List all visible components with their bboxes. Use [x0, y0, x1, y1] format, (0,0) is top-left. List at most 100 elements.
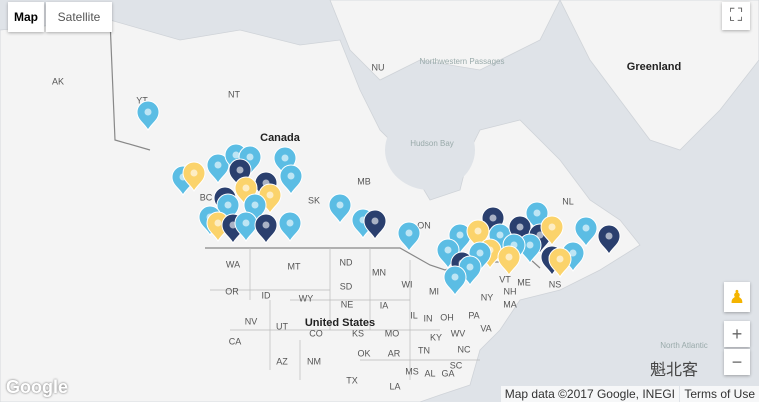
place-label: KY — [430, 332, 442, 342]
marker-dot — [232, 151, 240, 159]
place-label: SK — [308, 195, 320, 205]
marker-pin — [540, 215, 564, 247]
marker-dot — [224, 201, 232, 209]
place-label: YT — [136, 95, 148, 105]
watermark: 魁北客 — [650, 362, 699, 379]
place-label: IA — [380, 300, 389, 310]
marker[interactable] — [328, 193, 352, 225]
marker-dot — [251, 201, 259, 209]
marker[interactable] — [136, 100, 160, 132]
marker-dot — [262, 221, 270, 229]
marker[interactable] — [182, 161, 206, 193]
marker-dot — [286, 219, 294, 227]
place-label: ID — [262, 290, 272, 300]
place-label: AR — [388, 348, 401, 358]
zoom-in[interactable]: + — [724, 321, 750, 347]
map-type-button[interactable]: Map — [8, 2, 44, 32]
place-label: MB — [357, 176, 371, 186]
marker-dot — [451, 273, 459, 281]
place-label: AZ — [276, 356, 288, 366]
pegman[interactable]: ♟ — [724, 282, 750, 312]
marker-dot — [144, 108, 152, 116]
place-label: ON — [417, 220, 431, 230]
marker-pin — [279, 164, 303, 196]
marker-dot — [281, 154, 289, 162]
place-label: United States — [305, 317, 375, 329]
marker[interactable] — [443, 265, 467, 297]
place-label: NU — [372, 62, 385, 72]
place-label: NC — [458, 344, 471, 354]
marker-dot — [266, 191, 274, 199]
marker-pin — [574, 216, 598, 248]
place-label: MS — [405, 366, 419, 376]
marker[interactable] — [540, 215, 564, 247]
marker-dot — [242, 219, 250, 227]
fullscreen-button[interactable]: ⛶ — [722, 2, 750, 30]
place-label: Canada — [260, 132, 301, 144]
place-label: KS — [352, 328, 364, 338]
marker-pin — [234, 211, 258, 243]
marker[interactable] — [234, 211, 258, 243]
land-north-america — [0, 19, 641, 402]
hudson-bay — [385, 110, 475, 190]
place-label: AL — [424, 368, 435, 378]
marker-dot — [605, 232, 613, 240]
marker-pin — [548, 247, 572, 279]
place-label: SC — [450, 360, 463, 370]
place-label: North Atlantic — [660, 341, 708, 350]
marker-dot — [444, 246, 452, 254]
zoom-out[interactable]: − — [724, 349, 750, 375]
marker-dot — [466, 263, 474, 271]
map-type-button[interactable]: Satellite — [46, 2, 112, 32]
marker-pin — [328, 193, 352, 225]
place-label: IN — [424, 313, 433, 323]
marker-pin — [278, 211, 302, 243]
land-greenland — [559, 0, 759, 151]
place-label: CO — [309, 328, 323, 338]
place-label: PA — [468, 310, 479, 320]
place-label: WV — [451, 328, 466, 338]
marker[interactable] — [206, 153, 230, 185]
place-label: MN — [372, 267, 386, 277]
marker[interactable] — [254, 213, 278, 245]
marker-dot — [474, 227, 482, 235]
google-logo: Google — [6, 377, 68, 397]
marker-dot — [242, 184, 250, 192]
place-label: VA — [480, 323, 491, 333]
marker-dot — [287, 172, 295, 180]
marker[interactable] — [363, 209, 387, 241]
place-label: Northwestern Passages — [420, 57, 505, 66]
marker[interactable] — [397, 221, 421, 253]
marker-dot — [405, 229, 413, 237]
place-label: MA — [503, 299, 517, 309]
marker[interactable] — [278, 211, 302, 243]
place-label: NY — [481, 292, 494, 302]
place-label: GA — [441, 368, 454, 378]
land-arctic-islands — [329, 0, 561, 81]
marker[interactable] — [497, 245, 521, 277]
marker-dot — [536, 231, 544, 239]
marker-dot — [496, 231, 504, 239]
terms-link[interactable]: Terms of Use — [680, 386, 759, 402]
marker-pin — [182, 161, 206, 193]
marker[interactable] — [597, 224, 621, 256]
place-label: ME — [517, 277, 531, 287]
marker-dot — [569, 249, 577, 257]
marker[interactable] — [574, 216, 598, 248]
marker-pin — [597, 224, 621, 256]
marker-pin — [254, 213, 278, 245]
place-label: MO — [385, 328, 400, 338]
marker[interactable] — [279, 164, 303, 196]
place-label: LA — [389, 381, 400, 391]
marker-dot — [526, 241, 534, 249]
place-label: ND — [340, 257, 353, 267]
place-label: AK — [52, 76, 64, 86]
state-borders — [210, 248, 480, 380]
place-label: NT — [228, 89, 240, 99]
marker-dot — [371, 217, 379, 225]
marker[interactable] — [548, 247, 572, 279]
place-label: NL — [562, 196, 574, 206]
attribution: Map data ©2017 Google, INEGI — [500, 386, 679, 402]
marker-dot — [214, 219, 222, 227]
place-label: OR — [225, 286, 239, 296]
